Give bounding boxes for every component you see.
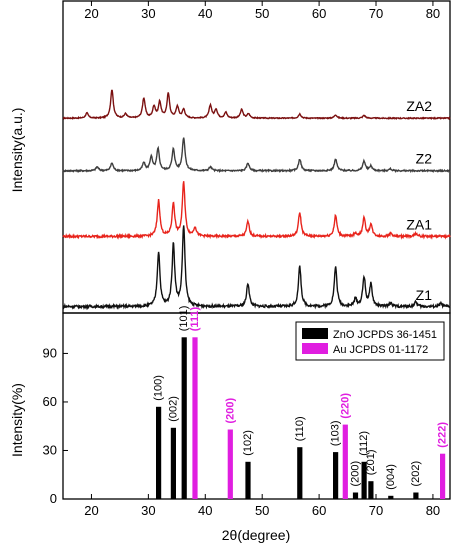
xrd-traces	[62, 89, 451, 311]
bottom-y-axis-title: Intensity(%)	[9, 383, 25, 457]
zno-hkl-label: (101)	[178, 306, 190, 332]
trace-z1	[62, 225, 451, 311]
zno-bar	[413, 492, 419, 499]
top-y-axis-title: Intensity(a.u.)	[9, 108, 25, 193]
top-tick-label: 40	[198, 6, 212, 21]
legend-swatch-au	[302, 343, 328, 354]
x-tick-label: 70	[369, 503, 383, 518]
trace-za2	[62, 89, 451, 121]
zno-bar	[245, 461, 251, 499]
legend-label-zno: ZnO JCPDS 36-1451	[333, 329, 437, 341]
au-bar	[440, 453, 446, 499]
reference-bars	[156, 337, 446, 499]
zno-hkl-label: (200)	[350, 461, 362, 487]
top-tick-label: 20	[84, 6, 98, 21]
top-axis-ticks: 20 30 40 50 60 70 80	[84, 1, 440, 21]
top-tick-label: 70	[369, 6, 383, 21]
x-tick-label: 40	[198, 503, 212, 518]
zno-hkl-label: (202)	[410, 461, 422, 487]
hkl-labels: (100)(002) (101) (102) (110) (103) (200) (112)…	[153, 306, 449, 490]
top-panel-frame	[62, 0, 451, 314]
x-tick-label: 60	[312, 503, 326, 518]
y-tick-label: 30	[43, 442, 57, 457]
zno-bar	[368, 481, 374, 499]
bottom-axis-ticks: 20 30 40 50 60 70 80 0 30 60 90	[43, 345, 441, 518]
zno-hkl-label: (002)	[167, 396, 179, 422]
top-tick-label: 60	[312, 6, 326, 21]
legend-label-au: Au JCPDS 01-1172	[333, 344, 428, 356]
zno-hkl-label: (103)	[330, 420, 342, 446]
zno-hkl-label: (004)	[385, 464, 397, 490]
x-tick-label: 80	[426, 503, 440, 518]
au-hkl-label: (111)	[189, 306, 201, 331]
au-bar	[227, 429, 233, 499]
zno-bar	[170, 427, 176, 499]
trace-z2	[62, 137, 451, 174]
top-tick-label: 80	[426, 6, 440, 21]
au-hkl-label: (220)	[339, 393, 351, 419]
y-tick-label: 90	[43, 345, 57, 360]
zno-bar	[333, 452, 339, 499]
y-tick-label: 60	[43, 394, 57, 409]
x-tick-label: 30	[141, 503, 155, 518]
zno-bar	[361, 461, 367, 499]
trace-labels: ZA2 Z2 ZA1 Z1	[406, 98, 432, 303]
zno-bar	[388, 495, 394, 499]
top-tick-label: 30	[141, 6, 155, 21]
trace-label-z1: Z1	[416, 287, 433, 303]
y-tick-label: 0	[50, 491, 57, 506]
zno-bar	[297, 447, 303, 499]
zno-bar	[352, 492, 359, 499]
x-tick-label: 20	[84, 503, 98, 518]
zno-hkl-label: (102)	[242, 430, 254, 456]
au-hkl-label: (222)	[437, 422, 449, 448]
trace-za1	[62, 181, 451, 240]
zno-hkl-label: (110)	[294, 416, 306, 441]
bottom-panel-frame	[62, 312, 451, 500]
zno-hkl-label: (100)	[153, 375, 165, 401]
top-tick-label: 50	[255, 6, 269, 21]
zno-bar	[181, 337, 187, 499]
x-tick-label: 50	[255, 503, 269, 518]
trace-label-z2: Z2	[416, 151, 433, 167]
zno-hkl-label: (112)	[358, 431, 370, 456]
trace-label-za2: ZA2	[406, 98, 432, 114]
legend-swatch-zno	[302, 328, 328, 339]
au-bar	[192, 337, 198, 499]
zno-hkl-label: (201)	[365, 450, 377, 476]
zno-bar	[156, 406, 162, 499]
au-hkl-label: (200)	[224, 397, 236, 423]
x-axis-title: 2θ(degree)	[222, 527, 291, 543]
trace-label-za1: ZA1	[406, 217, 432, 233]
au-bar	[342, 424, 348, 499]
legend: ZnO JCPDS 36-1451 Au JCPDS 01-1172	[295, 321, 445, 361]
